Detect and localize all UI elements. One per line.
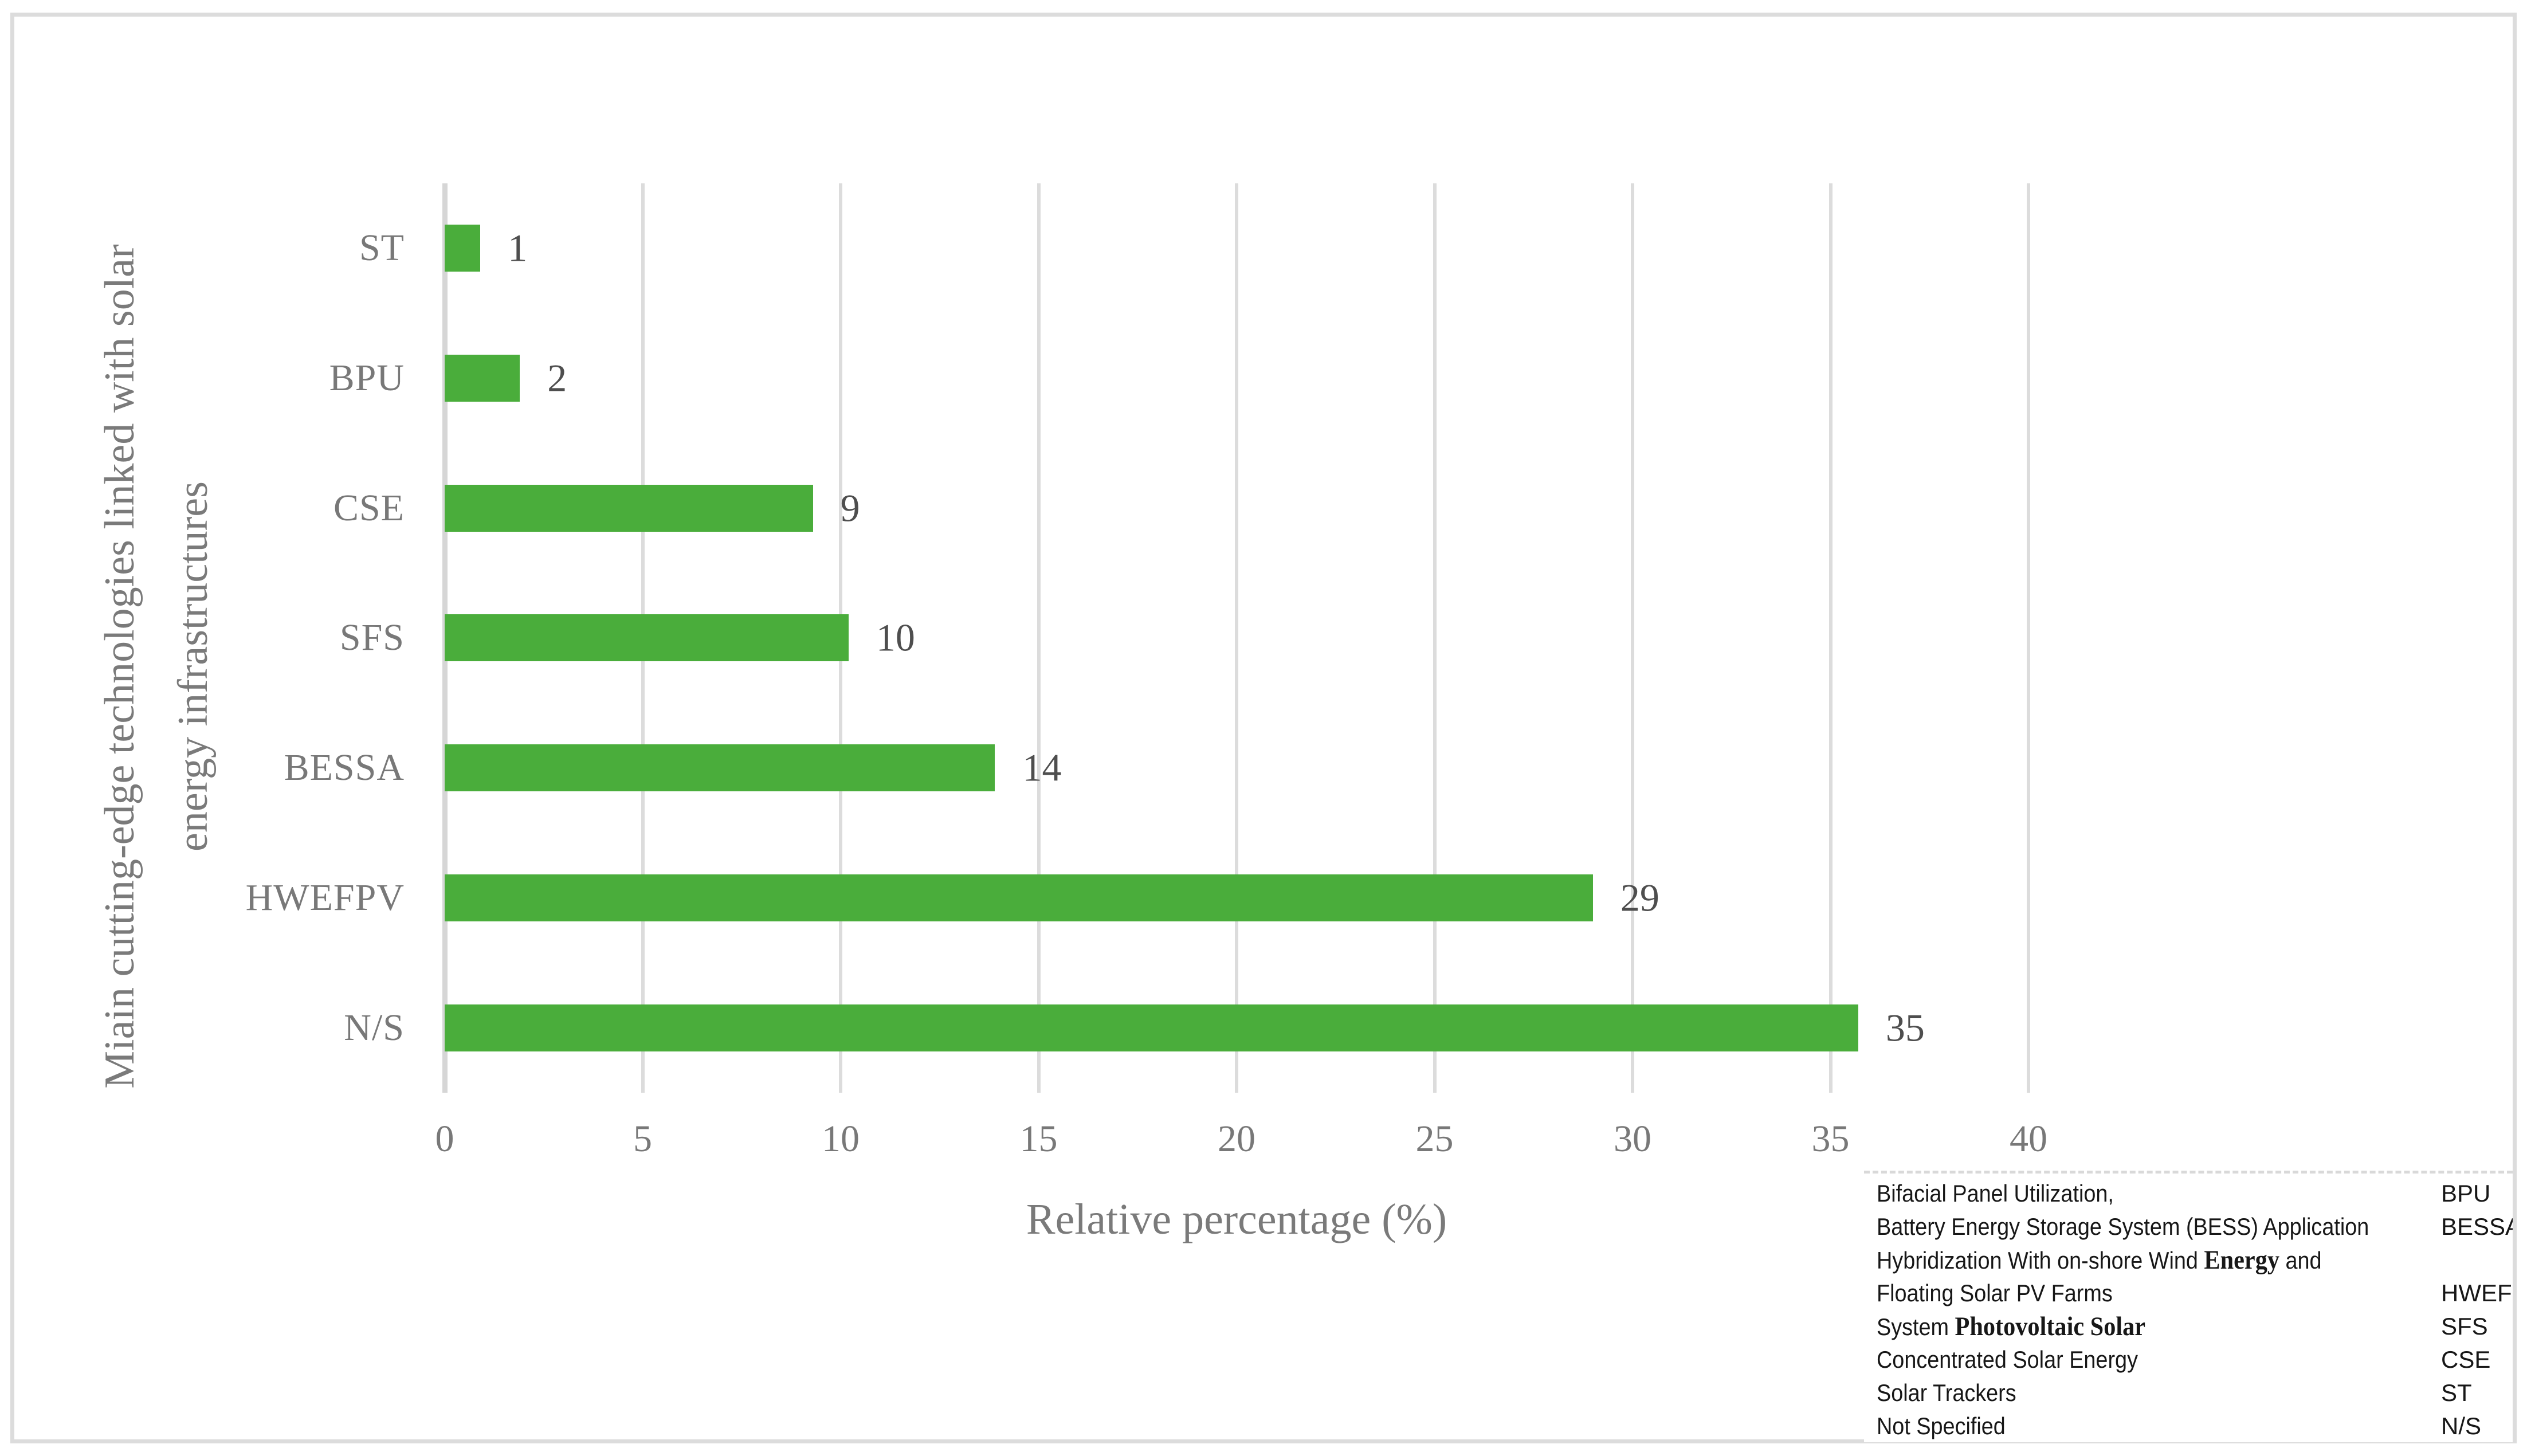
gridline-x-25: [1433, 183, 1437, 1093]
category-label-N/S: N/S: [344, 1006, 405, 1049]
bar-row-CSE: 9: [445, 443, 2028, 573]
legend-label-text: Bifacial Panel Utilization,: [1877, 1180, 2114, 1207]
x-tick-label-5: 5: [633, 1118, 652, 1160]
gridline-x-20: [1235, 183, 1238, 1093]
x-tick-label-10: 10: [822, 1118, 860, 1160]
legend-label-text: Hybridization With on-shore Wind: [1877, 1247, 2204, 1274]
legend-label-text: Concentrated Solar Energy: [1877, 1346, 2138, 1373]
bar-row-SFS: 10: [445, 573, 2028, 703]
legend-table: Bifacial Panel Utilization, BPU Battery En…: [1864, 1171, 2513, 1442]
legend-row-BESSA: Battery Energy Storage System (BESS) App…: [1877, 1210, 2513, 1243]
value-label-BESSA: 14: [1022, 745, 1062, 790]
legend-row-abbr: ST: [2441, 1379, 2472, 1406]
legend-label-text: Solar Trackers: [1877, 1379, 2016, 1406]
category-label-HWEFPV: HWEFPV: [245, 876, 405, 919]
legend-row-SFS: System Photovoltaic Solar SFS: [1877, 1310, 2513, 1343]
gridline-x-30: [1631, 183, 1634, 1093]
value-label-SFS: 10: [876, 615, 915, 660]
legend-row-label: Battery Energy Storage System (BESS) App…: [1877, 1213, 2369, 1241]
bar-SFS: [445, 614, 849, 662]
x-tick-label-0: 0: [435, 1118, 454, 1160]
legend-label-text: Not Specified: [1877, 1412, 2006, 1439]
bar-CSE: [445, 484, 813, 532]
legend-row-abbr: BESSA: [2441, 1213, 2513, 1240]
category-label-SFS: SFS: [339, 617, 405, 659]
legend-row-N/S: Not Specified N/S: [1877, 1410, 2513, 1442]
legend-row-label: Hybridization With on-shore Wind Energy …: [1877, 1245, 2322, 1276]
legend-label-text: Battery Energy Storage System (BESS) App…: [1877, 1213, 2369, 1240]
x-tick-label-30: 30: [1614, 1118, 1651, 1160]
value-label-CSE: 9: [840, 486, 860, 530]
legend-row-CSE: Concentrated Solar Energy CSE: [1877, 1343, 2513, 1376]
legend-label-serif-word: Energy: [2204, 1245, 2280, 1275]
legend-label-text: System: [1877, 1313, 1955, 1340]
legend-row-cont: Hybridization With on-shore Wind Energy …: [1877, 1243, 2513, 1277]
category-label-BPU: BPU: [329, 357, 405, 399]
legend-row-abbr: SFS: [2441, 1313, 2488, 1340]
gridline-x-35: [1828, 183, 1833, 1093]
bar-row-BESSA: 14: [445, 703, 2028, 833]
value-label-HWEFPV: 29: [1620, 876, 1659, 920]
x-tick-label-15: 15: [1019, 1118, 1058, 1160]
category-label-ST: ST: [359, 227, 405, 269]
legend-row-abbr: N/S: [2441, 1412, 2482, 1439]
legend-label-text: Floating Solar PV Farms: [1877, 1280, 2113, 1306]
category-axis-labels: ST BPU CSE SFS BESSA HWEFPV N/S: [0, 183, 405, 1093]
category-label-CSE: CSE: [333, 486, 405, 529]
legend-label-text: and: [2279, 1247, 2322, 1274]
bar-row-BPU: 2: [445, 313, 2028, 444]
legend-row-label: System Photovoltaic Solar: [1877, 1311, 2145, 1342]
legend-row-label: Floating Solar PV Farms: [1877, 1280, 2113, 1307]
x-axis-tick-labels: 0 5 10 15 20 25 30 35 40: [435, 1117, 2048, 1180]
legend-label-serif-word: Photovoltaic Solar: [1955, 1312, 2146, 1341]
legend-row-HWEFPV: Floating Solar PV Farms HWEFPV: [1877, 1277, 2513, 1310]
legend-row-label: Solar Trackers: [1877, 1379, 2016, 1407]
x-tick-label-35: 35: [1811, 1118, 1850, 1160]
bar-HWEFPV: [445, 874, 1593, 921]
bar-ST: [445, 225, 481, 272]
x-axis-title: Relative percentage (%): [1026, 1195, 1447, 1243]
x-tick-label-20: 20: [1218, 1118, 1255, 1160]
bar-row-HWEFPV: 29: [445, 833, 2028, 963]
legend-row-label: Not Specified: [1877, 1412, 2006, 1440]
value-label-ST: 1: [508, 226, 528, 270]
category-label-BESSA: BESSA: [284, 747, 405, 789]
bar-N/S: [445, 1004, 1858, 1051]
legend-row-BPU: Bifacial Panel Utilization, BPU: [1877, 1177, 2513, 1210]
value-label-N/S: 35: [1885, 1006, 1925, 1050]
bar-BESSA: [445, 744, 995, 792]
bar-BPU: [445, 355, 520, 402]
value-label-BPU: 2: [547, 356, 567, 400]
legend-row-label: Bifacial Panel Utilization,: [1877, 1180, 2114, 1207]
x-tick-label-40: 40: [2010, 1118, 2047, 1160]
legend-row-abbr: HWEFPV: [2441, 1280, 2513, 1306]
plot-area: 1 2 9 10 14 29 35: [442, 183, 2030, 1093]
legend-row-label: Concentrated Solar Energy: [1877, 1346, 2138, 1373]
x-tick-label-25: 25: [1415, 1118, 1454, 1160]
legend-row-abbr: CSE: [2441, 1346, 2491, 1373]
legend-row-ST: Solar Trackers ST: [1877, 1376, 2513, 1410]
gridline-x-15: [1037, 183, 1041, 1093]
bar-row-ST: 1: [445, 183, 2028, 313]
gridline-x-40: [2027, 183, 2030, 1093]
bar-row-N/S: 35: [445, 963, 2028, 1093]
legend-row-abbr: BPU: [2441, 1180, 2491, 1207]
